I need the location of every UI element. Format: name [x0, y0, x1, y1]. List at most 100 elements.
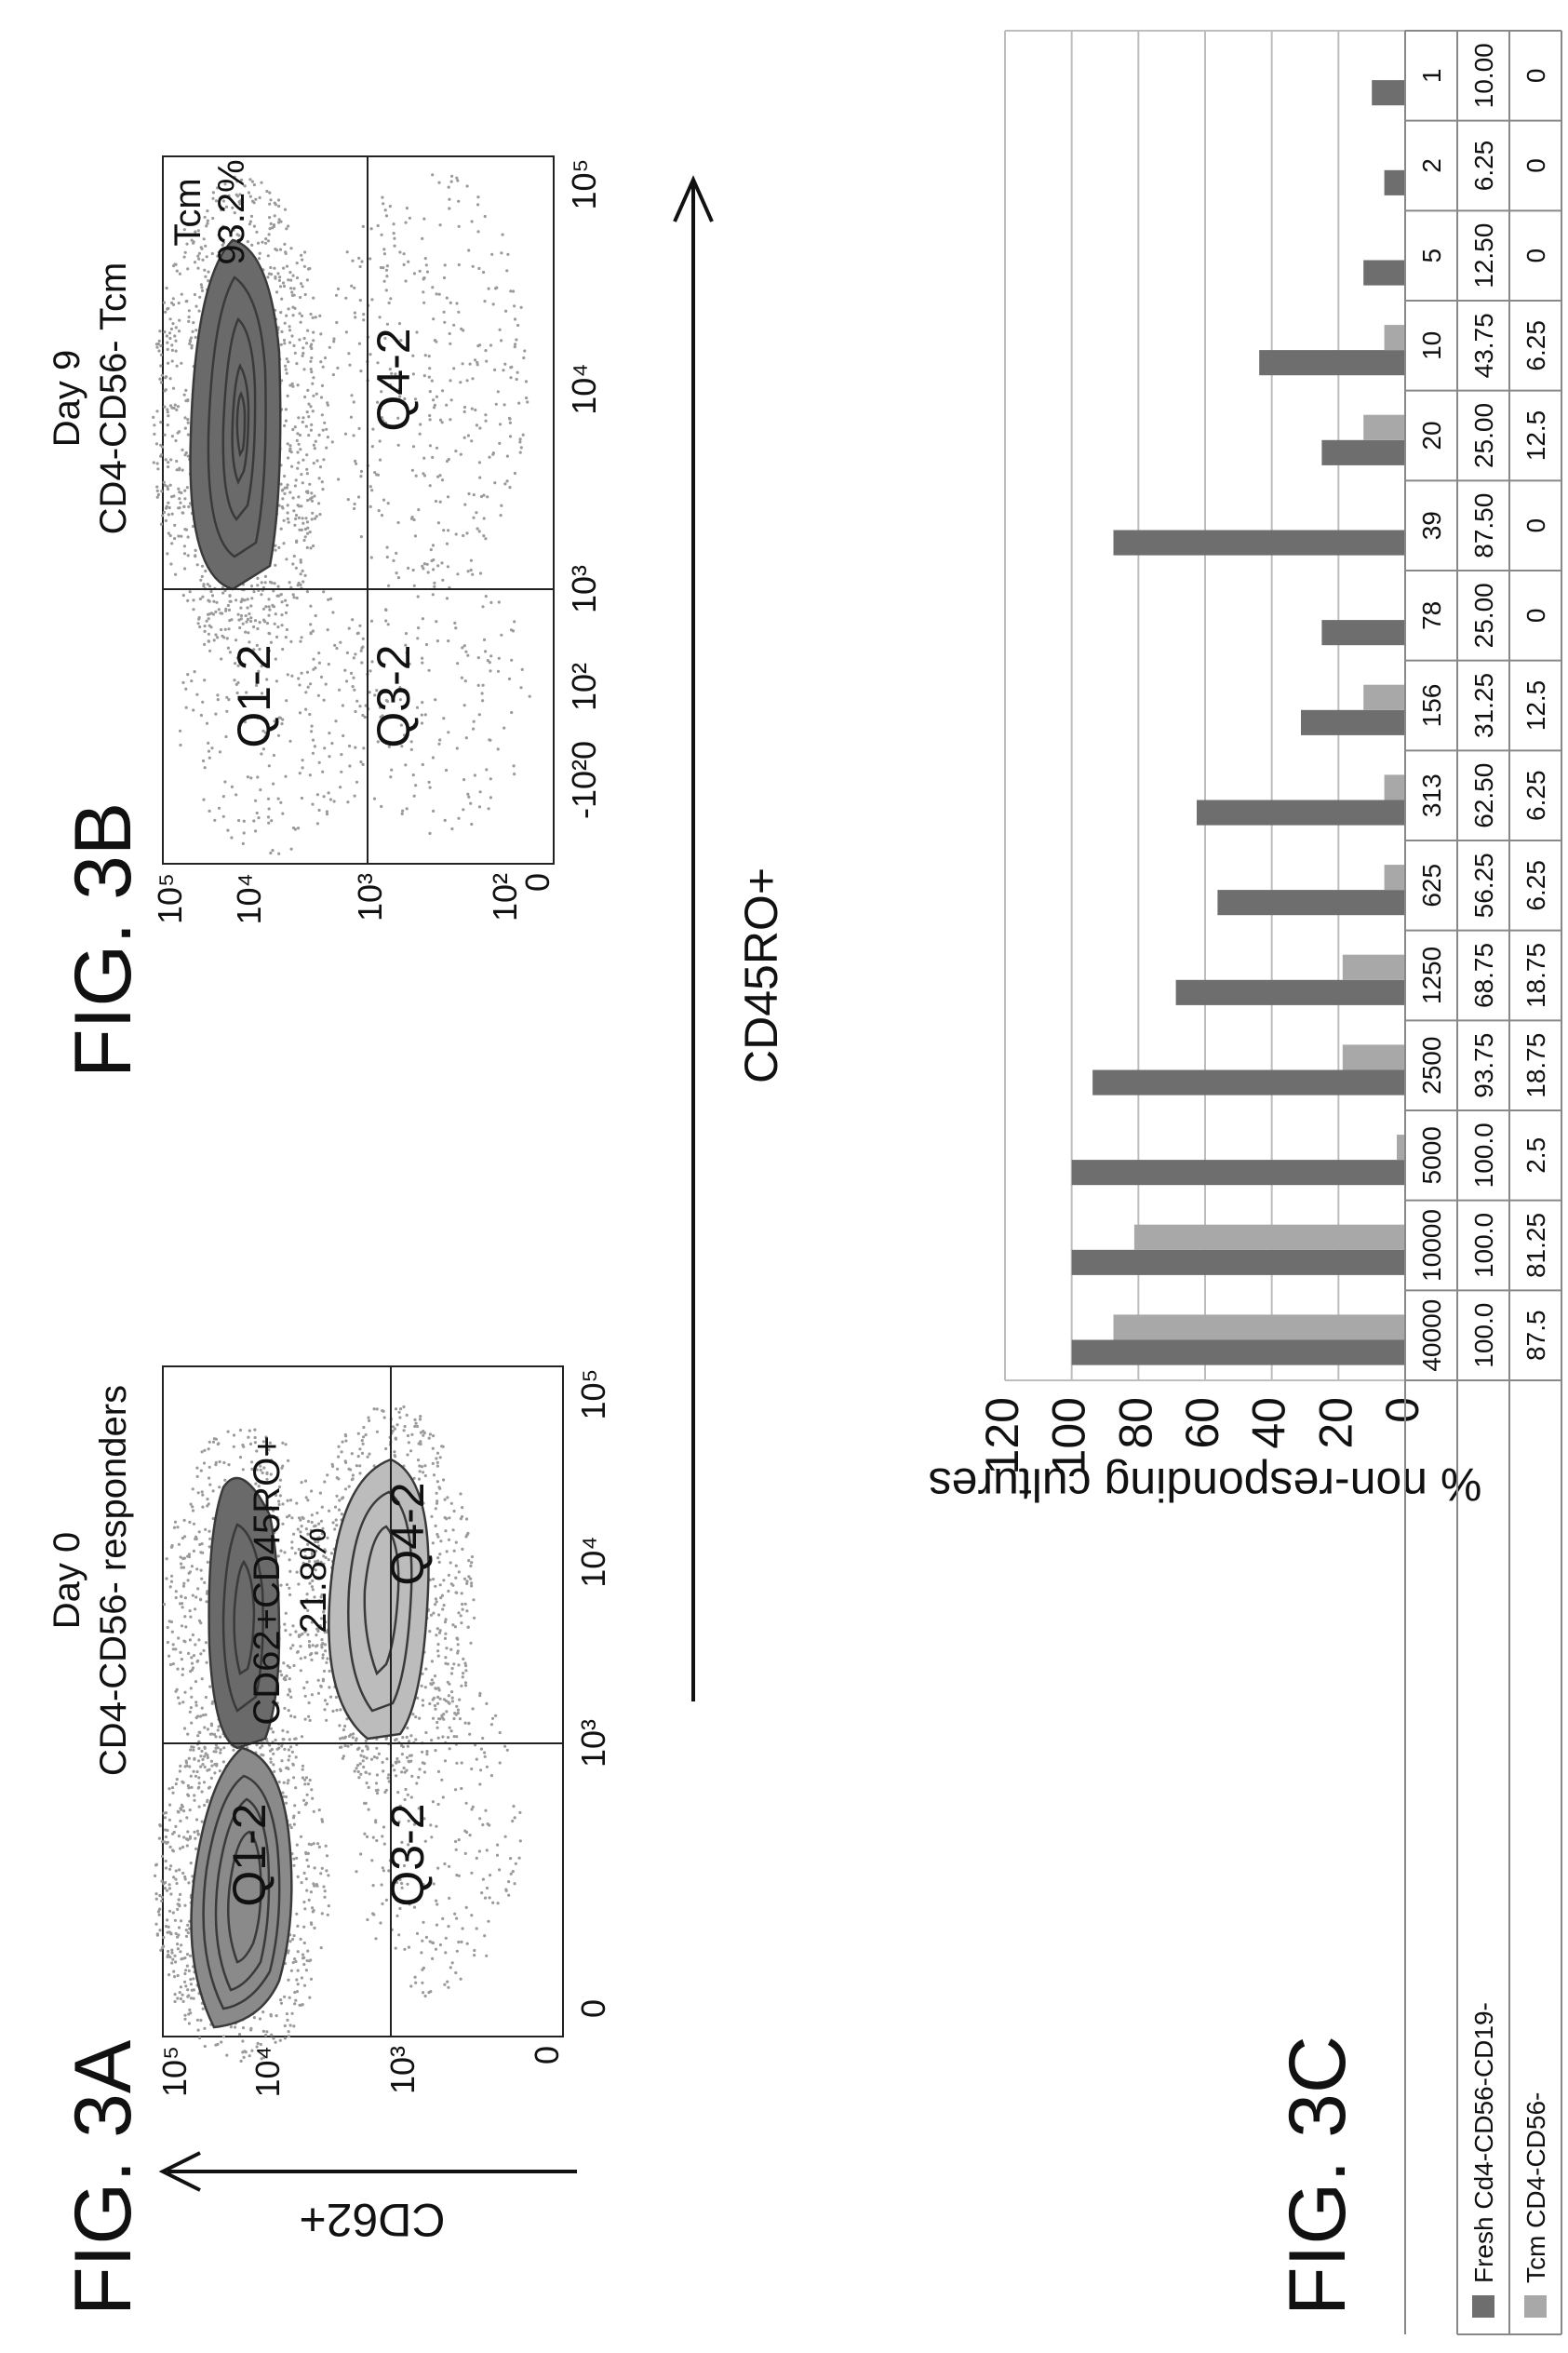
event-dot	[265, 678, 269, 681]
event-dot	[372, 1464, 376, 1468]
event-dot	[441, 578, 445, 582]
event-dot	[438, 500, 442, 504]
event-dot	[465, 1609, 469, 1613]
event-dot	[440, 561, 444, 565]
event-dot	[179, 1892, 182, 1896]
event-dot	[181, 1701, 185, 1704]
event-dot	[208, 1465, 211, 1469]
table-cell: 68.75	[1469, 943, 1498, 1008]
event-dot	[309, 405, 313, 409]
event-dot	[188, 1765, 192, 1768]
panel-b-y-tick: 0	[518, 873, 556, 892]
event-dot	[513, 620, 516, 624]
event-dot	[248, 2054, 251, 2058]
event-dot	[288, 383, 292, 387]
event-dot	[469, 1564, 473, 1567]
event-dot	[311, 1588, 315, 1592]
event-dot	[200, 286, 204, 289]
event-dot	[290, 1540, 294, 1544]
event-dot	[186, 1554, 190, 1558]
event-dot	[288, 329, 292, 332]
event-dot	[431, 1800, 435, 1804]
event-dot	[422, 472, 425, 476]
event-dot	[214, 610, 218, 613]
event-dot	[381, 1866, 384, 1870]
event-dot	[298, 772, 302, 775]
event-dot	[299, 320, 302, 324]
event-dot	[463, 1602, 467, 1606]
event-dot	[352, 434, 355, 437]
event-dot	[188, 1808, 192, 1812]
event-dot	[316, 1559, 320, 1563]
event-dot	[312, 461, 315, 465]
event-dot	[328, 1669, 331, 1673]
event-dot	[479, 1747, 484, 1751]
event-dot	[310, 491, 314, 495]
event-dot	[165, 334, 168, 338]
event-dot	[353, 1769, 356, 1773]
event-dot	[327, 1874, 330, 1877]
event-dot	[156, 492, 160, 497]
event-dot	[184, 450, 188, 455]
event-dot	[264, 2034, 268, 2037]
event-dot	[355, 631, 359, 636]
event-dot	[260, 593, 263, 597]
event-dot	[194, 1703, 198, 1707]
table-cell: 6.25	[1521, 770, 1550, 821]
event-dot	[322, 1554, 326, 1558]
event-dot	[277, 278, 281, 282]
event-dot	[422, 1991, 425, 1995]
event-dot	[415, 330, 419, 334]
event-dot	[308, 1996, 312, 1999]
event-dot	[379, 265, 382, 270]
event-dot	[346, 1744, 350, 1748]
event-dot	[202, 798, 206, 801]
event-dot	[173, 1999, 177, 2004]
event-dot	[449, 342, 452, 345]
event-dot	[474, 358, 477, 362]
event-dot	[421, 1761, 424, 1765]
event-dot	[435, 1501, 439, 1505]
event-dot	[236, 225, 240, 229]
event-dot	[308, 773, 312, 777]
table-cell: 0	[1521, 158, 1550, 173]
event-dot	[194, 1847, 198, 1850]
event-dot	[310, 1489, 314, 1493]
event-dot	[272, 605, 276, 609]
event-dot	[275, 290, 279, 294]
event-dot	[311, 382, 315, 385]
event-dot	[173, 1918, 177, 1922]
event-dot	[293, 351, 297, 355]
event-dot	[398, 250, 402, 254]
event-dot	[317, 661, 321, 665]
event-dot	[257, 257, 261, 261]
event-dot	[314, 1549, 317, 1553]
event-dot	[201, 1762, 205, 1767]
event-dot	[166, 410, 169, 414]
event-dot	[292, 554, 296, 558]
table-cell: 18.75	[1521, 943, 1550, 1008]
event-dot	[513, 304, 516, 308]
event-dot	[294, 566, 298, 570]
event-dot	[519, 686, 523, 690]
event-dot	[481, 1736, 485, 1741]
event-dot	[199, 2018, 203, 2023]
event-dot	[308, 530, 312, 534]
event-dot	[297, 677, 301, 680]
event-dot	[187, 2022, 191, 2025]
event-dot	[270, 581, 274, 585]
event-dot	[456, 662, 460, 666]
event-dot	[405, 1768, 409, 1772]
event-dot	[512, 1804, 516, 1808]
event-dot	[311, 629, 315, 633]
event-dot	[179, 1807, 182, 1810]
event-dot	[381, 1835, 384, 1838]
event-dot	[399, 1406, 403, 1411]
event-dot	[292, 1934, 296, 1938]
event-dot	[346, 497, 350, 502]
event-dot	[376, 1788, 380, 1792]
event-dot	[336, 366, 340, 370]
event-dot	[297, 461, 301, 464]
event-dot	[267, 598, 271, 601]
event-dot	[414, 1738, 418, 1741]
